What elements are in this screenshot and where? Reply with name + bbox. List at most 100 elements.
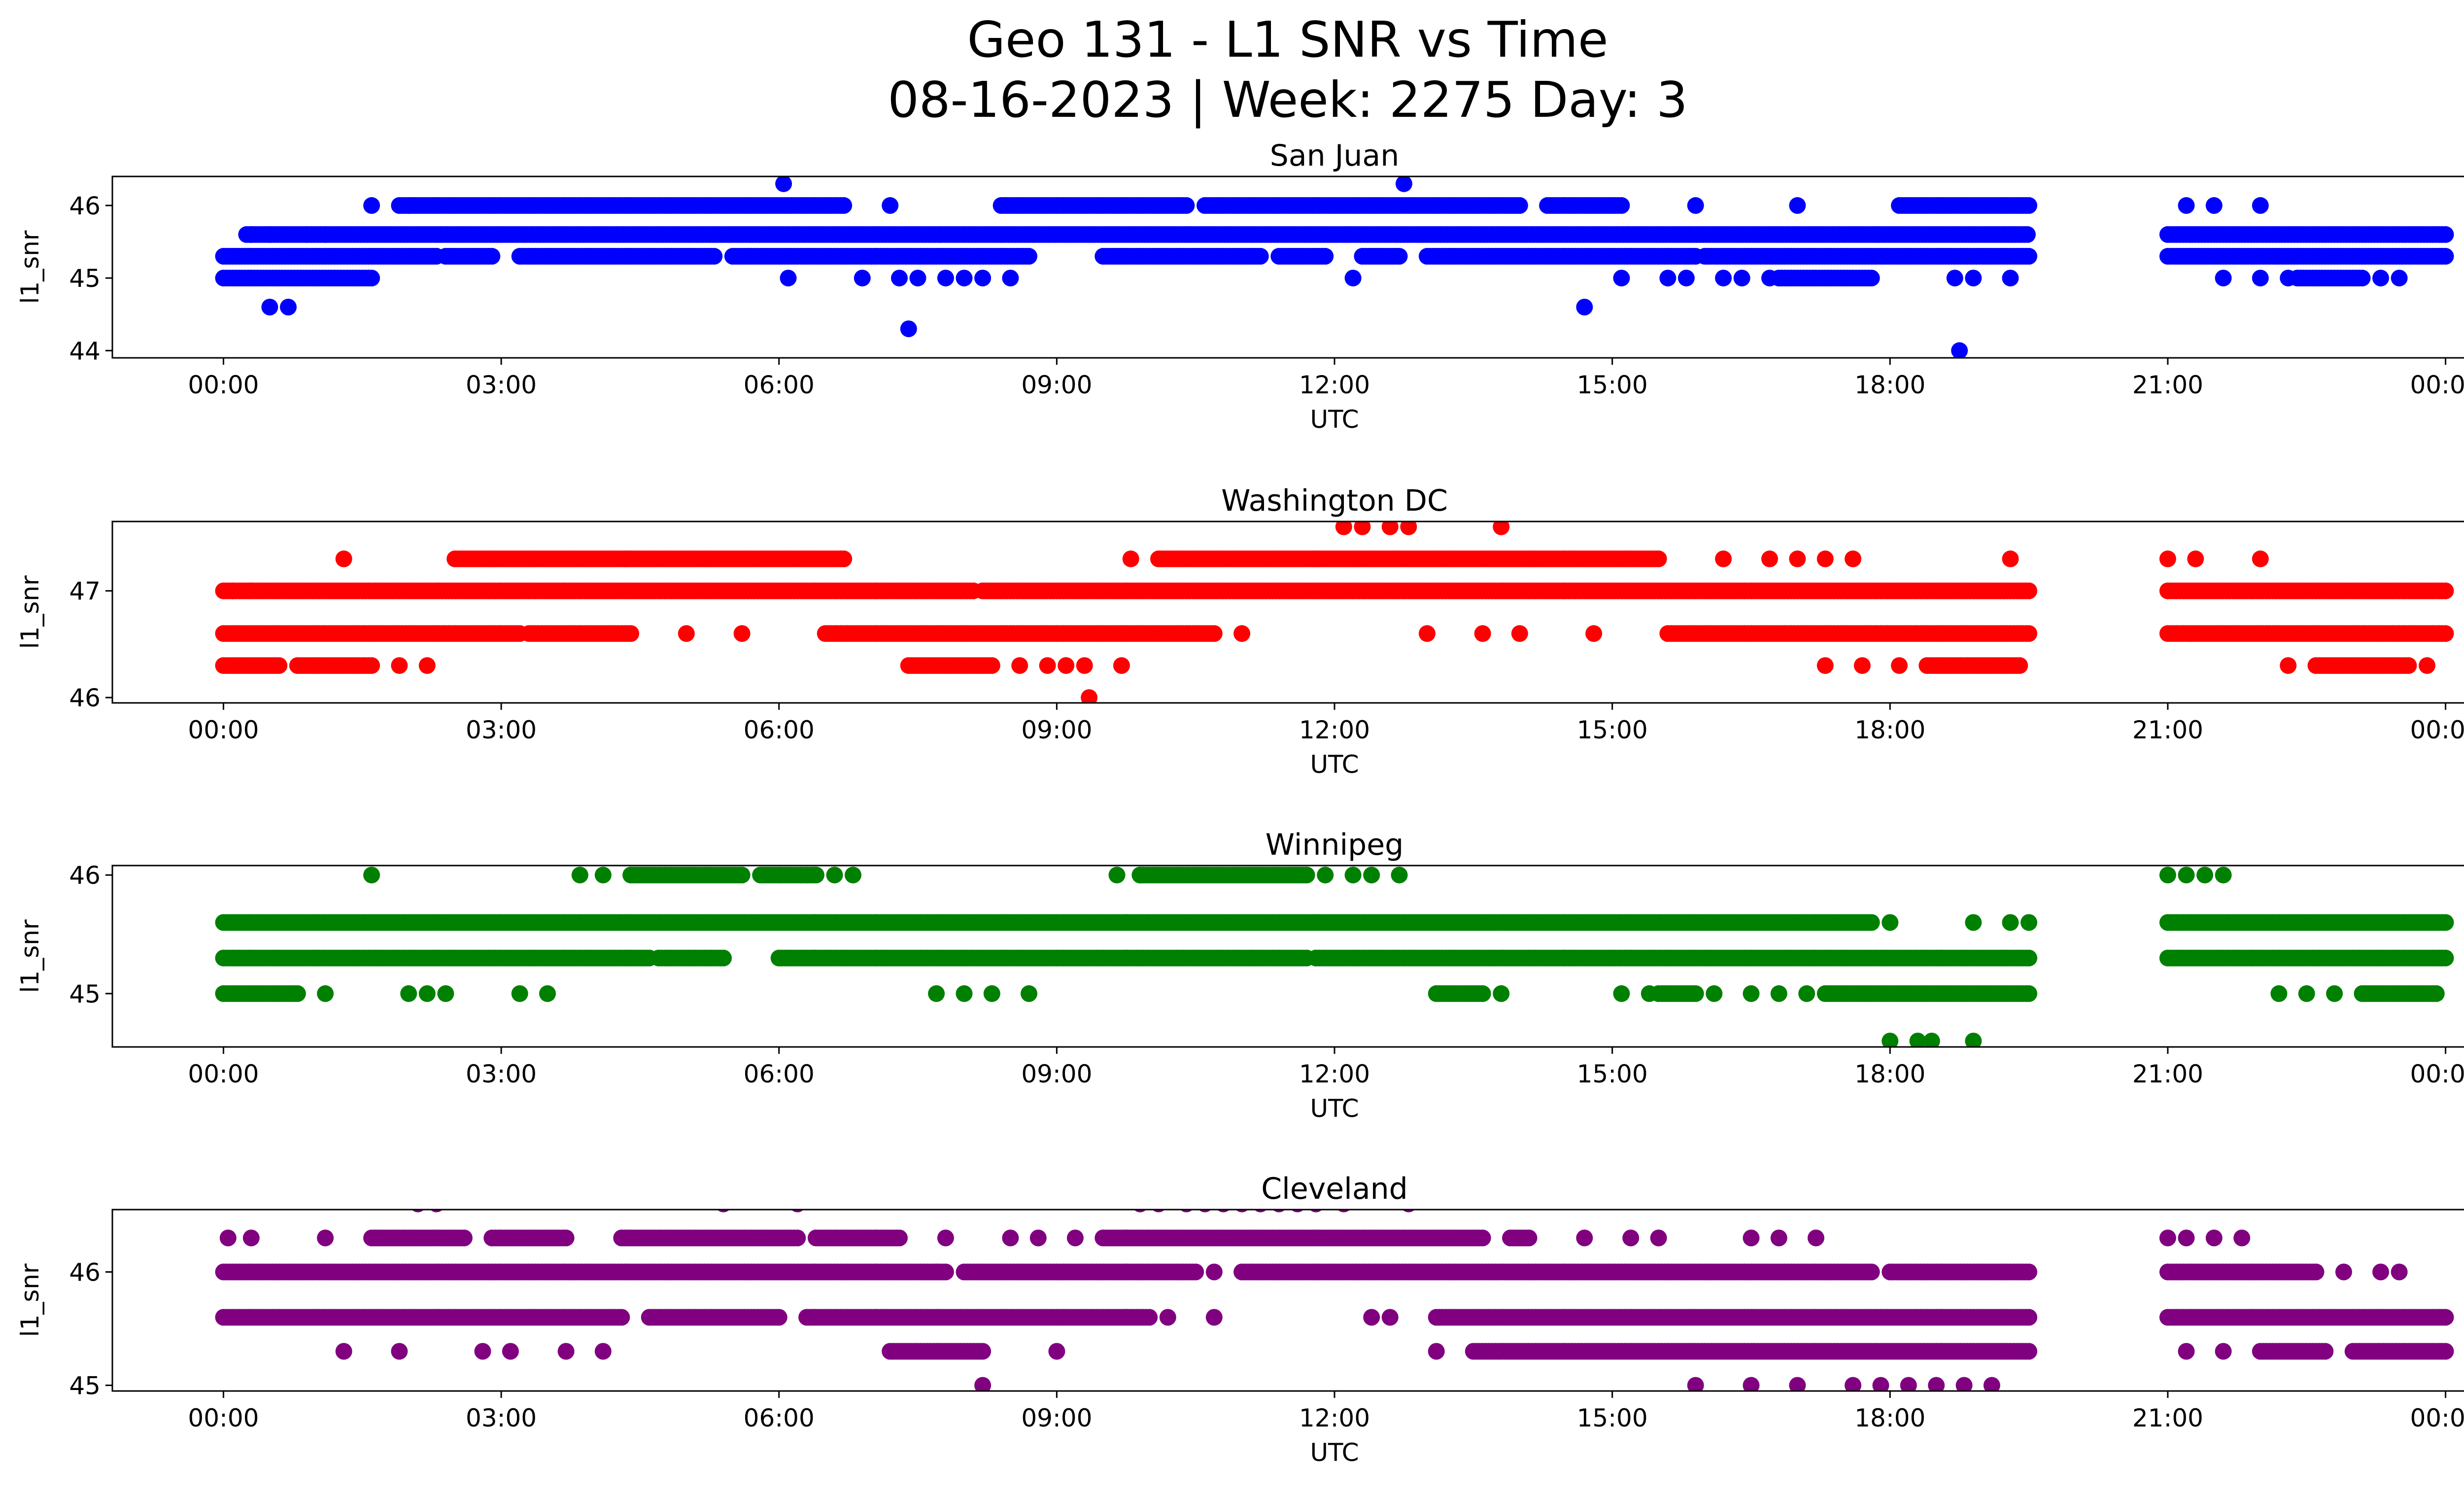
- x-tick-label: 15:00: [1577, 371, 1648, 399]
- x-tick-label: 06:00: [744, 371, 815, 399]
- data-point: [2020, 582, 2038, 599]
- chart-panel-0: 00:00 03:00 06:00 09:00 12:00 15:00 18:00 21:00…: [16, 139, 2464, 434]
- x-axis-label: UTC: [1310, 750, 1359, 779]
- data-point: [298, 226, 315, 243]
- data-point: [1761, 270, 1778, 287]
- data-point: [715, 949, 732, 967]
- data-point: [1613, 197, 1630, 214]
- data-point: [678, 625, 695, 642]
- data-point: [1761, 550, 1778, 567]
- data-point: [2020, 949, 2038, 967]
- figure-title: Geo 131 - L1 SNR vs Time 08-16-2023 | We…: [0, 10, 2464, 130]
- x-tick-label: 03:00: [466, 716, 537, 744]
- data-point: [2215, 270, 2232, 287]
- data-point: [1891, 657, 1908, 674]
- data-point: [1677, 270, 1695, 287]
- data-point: [835, 197, 853, 214]
- data-point: [1344, 270, 1362, 287]
- data-point: [2019, 226, 2036, 243]
- data-point: [775, 176, 792, 192]
- data-point: [1946, 270, 1963, 287]
- data-point: [391, 657, 408, 674]
- x-tick-label: 21:00: [2132, 716, 2203, 744]
- data-point: [1002, 270, 1019, 287]
- data-point: [363, 657, 380, 674]
- data-point: [1687, 197, 1704, 214]
- data-point: [882, 197, 899, 214]
- data-point: [733, 867, 751, 884]
- data-point: [2178, 197, 2195, 214]
- data-point: [1391, 247, 1408, 265]
- data-point: [956, 270, 973, 287]
- data-point: [2187, 550, 2204, 567]
- data-points: [215, 867, 2454, 1047]
- data-point: [1733, 270, 1750, 287]
- y-tick-label: 45: [69, 264, 101, 293]
- data-point: [1081, 689, 1098, 703]
- data-point: [1965, 270, 1982, 287]
- data-point: [2354, 270, 2371, 287]
- x-tick-label: 00:00: [2410, 716, 2464, 744]
- data-point: [1715, 550, 1732, 567]
- data-point: [1493, 522, 1510, 535]
- data-point: [1039, 657, 1056, 674]
- data-point: [242, 582, 260, 599]
- data-point: [1233, 625, 1251, 642]
- data-point: [1122, 550, 1139, 567]
- data-point: [1511, 625, 1528, 642]
- data-point: [2252, 270, 2269, 287]
- data-point: [2437, 914, 2454, 931]
- figure-title-line-2: 08-16-2023 | Week: 2275 Day: 3: [888, 71, 1688, 129]
- x-tick-label: 18:00: [1854, 371, 1925, 399]
- x-tick-label: 09:00: [1021, 371, 1092, 399]
- x-tick-label: 15:00: [1577, 716, 1648, 744]
- data-point: [706, 247, 723, 265]
- data-point: [1687, 985, 1704, 1002]
- data-point: [2419, 657, 2435, 674]
- data-point: [289, 985, 306, 1002]
- data-point: [780, 270, 797, 287]
- data-point: [1113, 657, 1130, 674]
- data-point: [1511, 197, 1528, 214]
- data-point: [418, 657, 436, 674]
- data-point: [2400, 657, 2417, 674]
- data-point: [1400, 522, 1417, 535]
- data-point: [1845, 550, 1862, 567]
- x-tick-label: 06:00: [744, 716, 815, 744]
- data-point: [2437, 949, 2454, 967]
- data-point: [622, 625, 640, 642]
- data-point: [1816, 657, 1834, 674]
- data-point: [1789, 197, 1806, 214]
- data-point: [1381, 522, 1399, 535]
- data-point: [261, 299, 278, 315]
- x-axis: 00:00 03:00 06:00 09:00 12:00 15:00 18:00 21:00…: [188, 703, 2464, 744]
- data-point: [983, 657, 1000, 674]
- data-point: [2280, 270, 2297, 287]
- x-tick-label: 12:00: [1299, 371, 1370, 399]
- data-point: [271, 657, 288, 674]
- data-point: [2252, 550, 2269, 567]
- y-tick-label: 44: [69, 337, 101, 365]
- data-point: [2020, 247, 2038, 265]
- data-points: [215, 522, 2454, 703]
- data-point: [1659, 270, 1677, 287]
- data-point: [2205, 197, 2223, 214]
- data-point: [1585, 625, 1603, 642]
- data-point: [1951, 342, 1968, 358]
- chart-panel-1: 00:00 03:00 06:00 09:00 12:00 15:00 18:00 21:00…: [16, 484, 2464, 779]
- data-point: [2372, 270, 2389, 287]
- data-point: [2020, 985, 2038, 1002]
- x-tick-label: 21:00: [2132, 371, 2203, 399]
- figure-title-line-1: Geo 131 - L1 SNR vs Time: [967, 11, 1608, 69]
- data-point: [1715, 270, 1732, 287]
- data-point: [900, 320, 917, 338]
- data-point: [1298, 867, 1315, 884]
- data-points: [215, 176, 2454, 358]
- data-point: [317, 226, 334, 243]
- data-point: [1317, 247, 1334, 265]
- chart-title: San Juan: [1270, 139, 1399, 173]
- data-point: [835, 550, 853, 567]
- data-point: [2437, 582, 2454, 599]
